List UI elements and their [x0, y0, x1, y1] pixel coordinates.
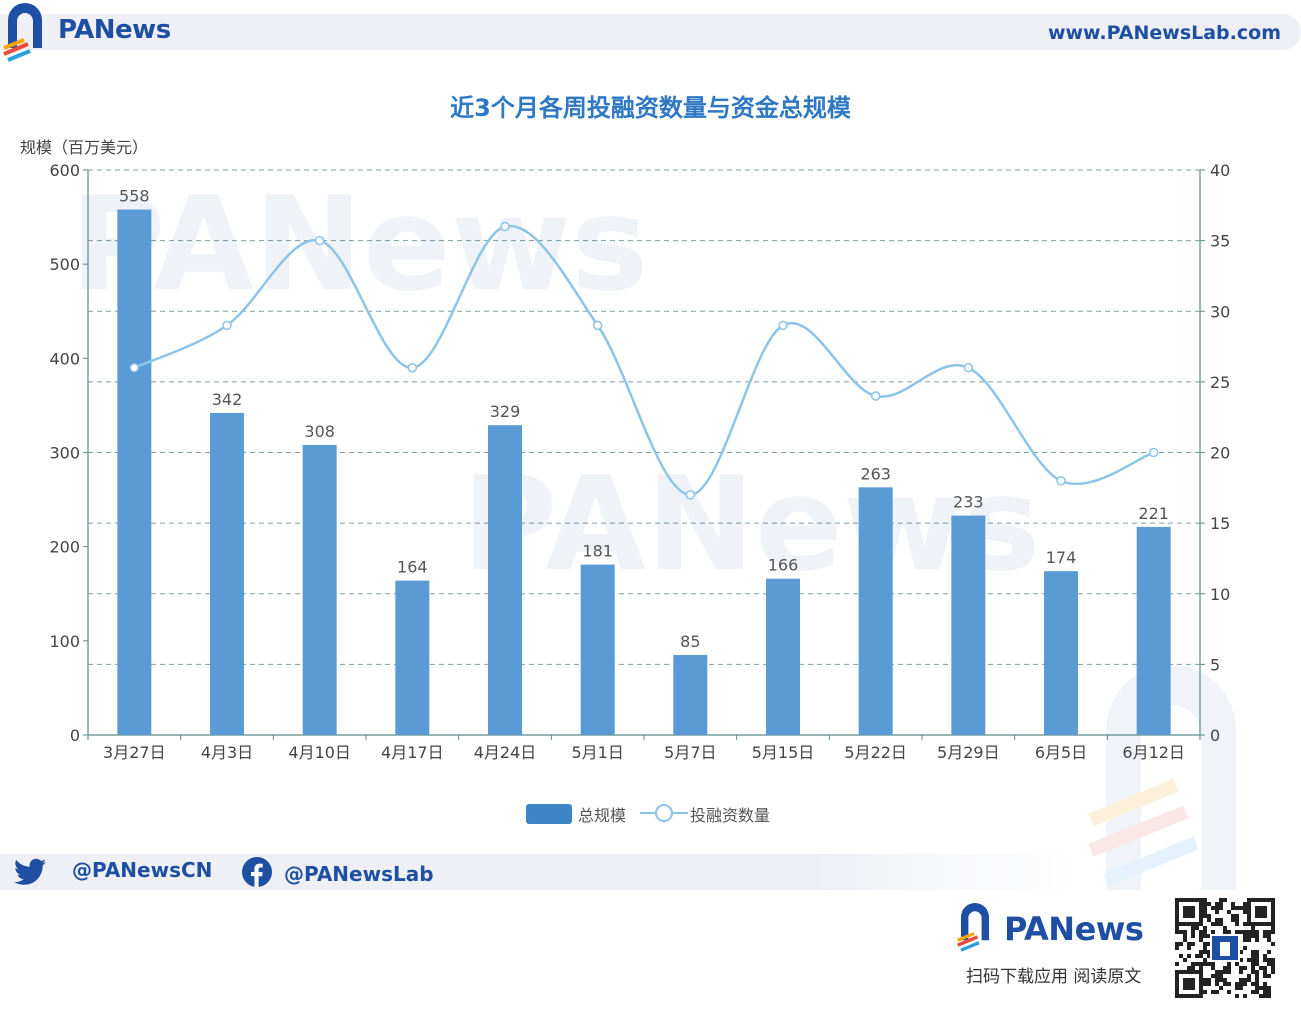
bar-data-label: 263 [860, 464, 891, 483]
bar-data-label: 166 [768, 556, 799, 575]
bar-data-label: 308 [304, 422, 335, 441]
bar [210, 412, 244, 735]
bar [580, 564, 615, 735]
y-tick-label-left: 100 [49, 632, 80, 651]
x-tick-label: 5月15日 [752, 743, 815, 762]
bar [951, 515, 986, 735]
bar [858, 487, 893, 735]
y-tick-label-left: 300 [49, 444, 80, 463]
x-tick-label: 4月24日 [474, 743, 537, 762]
bar-data-label: 85 [680, 632, 700, 651]
qr-code-icon[interactable] [1174, 898, 1276, 998]
bar-data-label: 181 [582, 542, 613, 561]
x-tick-label: 6月5日 [1035, 743, 1087, 762]
social-bar [0, 854, 1080, 890]
y-tick-label-right: 5 [1210, 655, 1220, 674]
legend-bar-label[interactable]: 总规模 [578, 806, 627, 825]
bar-data-label: 221 [1138, 504, 1169, 523]
bar-data-label: 174 [1046, 548, 1077, 567]
y-tick-label-left: 400 [49, 349, 80, 368]
x-tick-label: 4月3日 [201, 743, 253, 762]
line-point [778, 320, 788, 331]
line-point [963, 363, 974, 373]
x-tick-label: 5月29日 [937, 743, 1000, 762]
y-tick-label-left: 200 [49, 538, 80, 557]
x-tick-label: 5月1日 [571, 743, 623, 762]
x-tick-label: 6月12日 [1122, 743, 1185, 762]
chart-canvas: 0 100 200 300 400 500 600 0 5 10 15 20 25 30 35 40 3月27日… [49, 161, 1230, 762]
series-line [133, 224, 1155, 497]
x-tick-label: 5月7日 [664, 743, 716, 762]
bar [766, 578, 800, 735]
y-tick-label-right: 30 [1210, 302, 1230, 321]
bar [395, 580, 430, 735]
bar [1136, 526, 1171, 735]
line-point [592, 320, 603, 331]
line-point [314, 235, 325, 246]
header-bar [0, 14, 1301, 50]
legend-line-swatch[interactable] [640, 800, 688, 826]
x-tick-label: 4月10日 [288, 743, 351, 762]
bar [117, 209, 152, 736]
y-tick-label-left: 600 [49, 161, 80, 180]
brand-name: PANews [58, 15, 171, 45]
twitter-icon[interactable] [14, 858, 46, 886]
bar [1044, 571, 1078, 735]
line-point [1148, 447, 1159, 458]
y-tick-label-right: 35 [1210, 232, 1230, 251]
bar-data-label: 233 [953, 493, 984, 512]
line-point [222, 320, 232, 331]
facebook-handle[interactable]: @PANewsLab [284, 862, 434, 886]
bar-data-label: 164 [397, 558, 428, 577]
facebook-icon[interactable] [242, 857, 272, 887]
line-point [129, 363, 140, 373]
bar [302, 444, 337, 735]
y-tick-label-right: 40 [1210, 161, 1230, 180]
y-tick-label-left: 0 [70, 726, 80, 745]
x-tick-label: 5月22日 [844, 743, 907, 762]
y-tick-label-right: 20 [1210, 444, 1230, 463]
y-tick-label-right: 10 [1210, 585, 1230, 604]
download-cta: 扫码下载应用 阅读原文 [966, 967, 1142, 987]
footer-brand-name: PANews [1004, 910, 1144, 948]
y-axis-title: 规模（百万美元） [20, 138, 149, 157]
chart-title: 近3个月各周投融资数量与资金总规模 [450, 94, 851, 122]
twitter-handle[interactable]: @PANewsCN [72, 858, 213, 882]
y-tick-label-right: 25 [1210, 373, 1230, 392]
bar [488, 425, 522, 735]
line-point [1056, 476, 1066, 486]
line-point [685, 490, 696, 500]
x-tick-label: 4月17日 [381, 743, 444, 762]
y-tick-label-left: 500 [49, 255, 80, 274]
line-point [407, 363, 418, 373]
site-url-link[interactable]: www.PANewsLab.com [1047, 22, 1281, 44]
line-point [870, 391, 881, 401]
line-point [500, 221, 510, 232]
y-tick-label-right: 0 [1210, 726, 1220, 745]
bar-data-label: 329 [490, 402, 521, 421]
bar-data-label: 558 [119, 187, 150, 206]
bar-data-label: 342 [212, 390, 243, 409]
legend-line-label[interactable]: 投融资数量 [690, 806, 771, 825]
panews-logo-icon [3, 3, 42, 62]
bar [673, 654, 708, 735]
legend-bar-swatch[interactable] [526, 804, 572, 824]
y-tick-label-right: 15 [1210, 514, 1230, 533]
footer-logo-icon [957, 903, 990, 952]
x-tick-label: 3月27日 [103, 743, 166, 762]
